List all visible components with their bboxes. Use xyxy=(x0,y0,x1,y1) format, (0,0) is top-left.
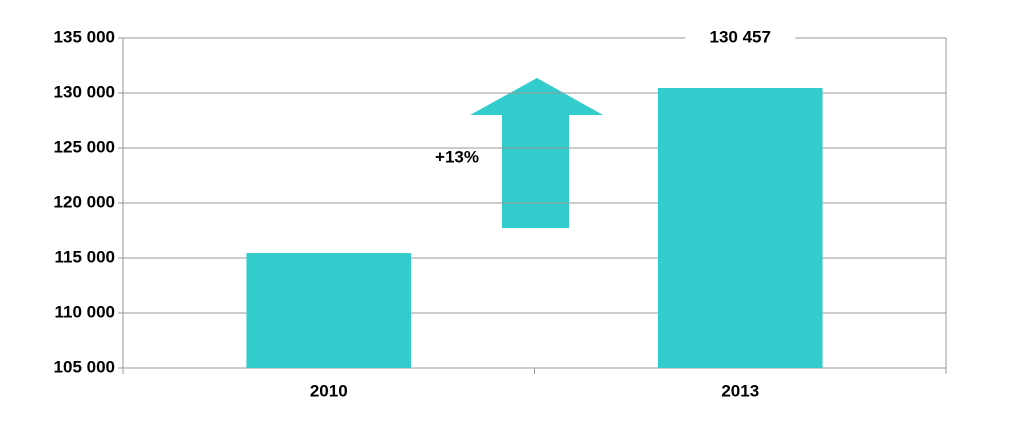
y-tick-label: 130 000 xyxy=(54,82,115,101)
value-label-bg xyxy=(685,26,796,50)
y-tick-label: 110 000 xyxy=(54,302,115,321)
y-tick-label: 125 000 xyxy=(54,137,115,156)
y-tick-label: 105 000 xyxy=(54,357,115,376)
y-tick-label: 120 000 xyxy=(54,192,115,211)
bar xyxy=(246,253,412,368)
y-tick-label: 115 000 xyxy=(54,247,115,266)
annotation: +13% xyxy=(435,147,479,166)
x-tick-label: 2013 xyxy=(721,381,759,400)
y-tick-label: 135 000 xyxy=(54,27,115,46)
value-label: 130 457 xyxy=(710,27,771,46)
x-tick-label: 2010 xyxy=(310,381,348,400)
growth-arrow xyxy=(470,78,603,228)
bar xyxy=(657,87,823,369)
